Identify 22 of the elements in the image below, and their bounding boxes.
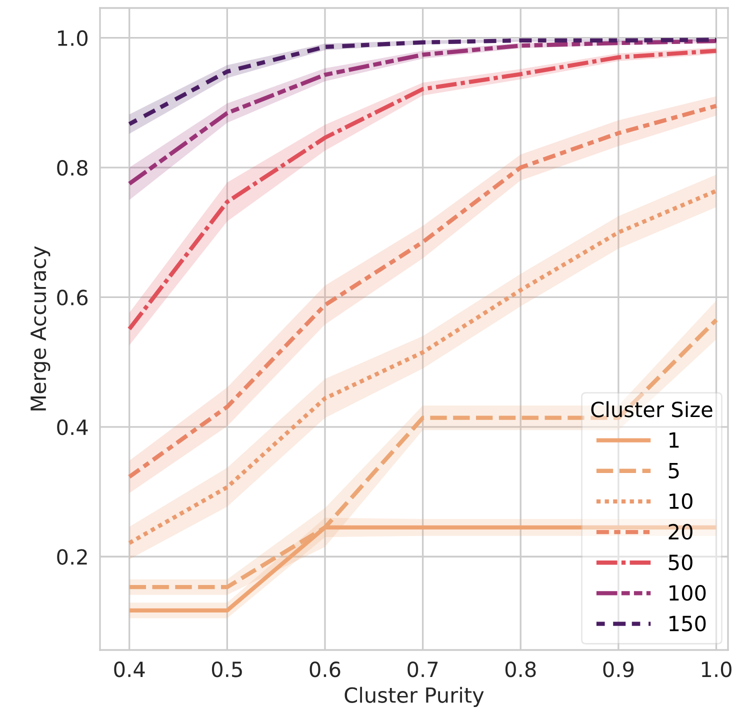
legend-label: 20 xyxy=(668,524,692,540)
legend-label: 5 xyxy=(668,463,679,478)
y-tick-label: 0.4 xyxy=(57,419,88,436)
legend-label: 50 xyxy=(668,554,692,570)
legend-label: 100 xyxy=(670,585,706,601)
x-axis-title: Cluster Purity xyxy=(344,686,484,707)
x-tick-label: 0.8 xyxy=(505,661,536,678)
legend-title: Cluster Size xyxy=(591,401,712,418)
x-tick-label: 0.6 xyxy=(310,661,340,678)
legend-label: 1 xyxy=(670,432,679,448)
y-tick-label: 0.8 xyxy=(57,160,88,176)
x-tick-label: 0.4 xyxy=(114,661,145,678)
x-tick-label: 0.5 xyxy=(212,661,242,678)
x-tick-label: 0.9 xyxy=(603,661,634,678)
y-tick-label: 0.2 xyxy=(57,549,87,565)
x-tick-label: 0.7 xyxy=(408,661,438,678)
y-tick-label: 0.6 xyxy=(57,290,88,306)
legend-label: 150 xyxy=(670,616,706,632)
legend-label: 10 xyxy=(670,493,692,510)
y-tick-label: 1.0 xyxy=(58,30,88,46)
x-tick-label: 1.0 xyxy=(702,661,732,678)
y-axis-title: Merge Accuracy xyxy=(30,246,50,410)
